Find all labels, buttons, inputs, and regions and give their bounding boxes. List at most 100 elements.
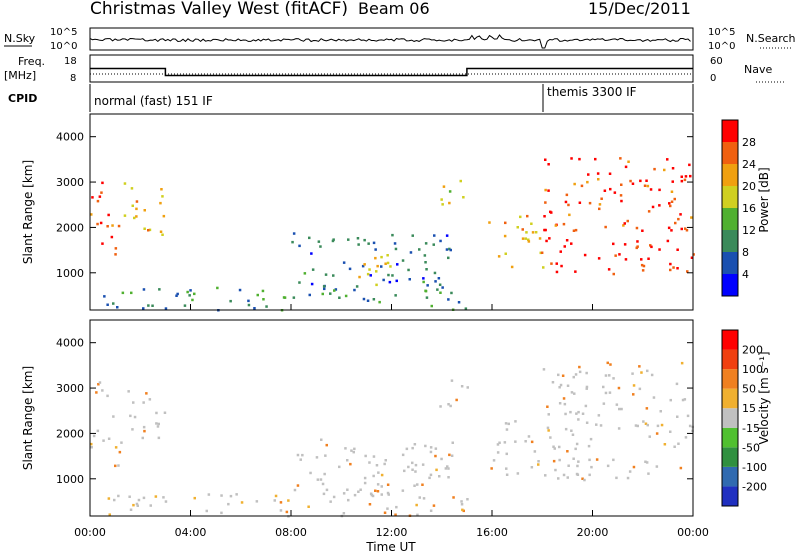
data-cell	[380, 473, 384, 477]
data-cell	[531, 231, 535, 234]
data-cell	[466, 498, 469, 501]
data-cell	[90, 446, 93, 449]
data-cell	[323, 287, 326, 291]
data-cell	[416, 513, 419, 517]
data-cell	[372, 455, 376, 458]
data-cell	[160, 188, 163, 191]
data-cell	[375, 270, 378, 273]
data-cell	[401, 453, 405, 457]
data-cell	[445, 234, 449, 237]
data-cell	[155, 411, 158, 415]
data-cell	[422, 280, 425, 284]
data-cell	[438, 283, 442, 286]
data-cell	[131, 428, 134, 431]
data-cell	[386, 254, 389, 257]
data-cell	[413, 443, 417, 446]
data-cell	[583, 253, 587, 257]
data-cell	[545, 239, 548, 243]
beam-label: Beam 06	[358, 0, 430, 18]
data-cell	[386, 507, 389, 510]
data-cell	[688, 424, 692, 428]
freq-unit-label: [MHz]	[4, 69, 36, 82]
data-cell	[363, 263, 366, 266]
data-cell	[671, 180, 674, 183]
data-cell	[424, 444, 427, 448]
data-cell	[291, 240, 294, 244]
data-cell	[133, 415, 137, 419]
data-cell	[375, 283, 378, 287]
data-cell	[558, 402, 562, 405]
data-cell	[639, 179, 642, 183]
data-cell	[364, 454, 367, 458]
data-cell	[112, 415, 115, 418]
data-cell	[604, 391, 608, 395]
velocity-ylabel: Slant Range [km]	[21, 366, 35, 470]
data-cell	[570, 429, 573, 432]
data-cell	[442, 185, 446, 188]
colorbar-segment	[722, 330, 738, 350]
data-cell	[649, 188, 653, 191]
data-cell	[350, 449, 353, 452]
data-cell	[623, 243, 627, 246]
data-cell	[496, 451, 500, 454]
data-cell	[298, 281, 301, 284]
colorbar-segment	[722, 274, 738, 296]
data-cell	[132, 503, 135, 507]
data-cell	[608, 374, 611, 377]
data-cell	[578, 365, 581, 369]
data-cell	[676, 415, 679, 418]
data-cell	[642, 264, 646, 268]
data-cell	[559, 250, 562, 253]
data-cell	[117, 464, 120, 467]
data-cell	[322, 492, 326, 496]
data-cell	[551, 381, 555, 384]
data-cell	[466, 386, 469, 389]
data-cell	[394, 513, 397, 516]
data-cell	[587, 173, 590, 176]
data-cell	[128, 495, 131, 498]
data-cell	[384, 262, 387, 265]
data-cell	[670, 200, 674, 203]
data-cell	[247, 303, 251, 307]
data-cell	[646, 184, 650, 188]
data-cell	[448, 247, 451, 251]
data-cell	[578, 201, 582, 204]
data-cell	[315, 456, 319, 459]
data-cell	[558, 386, 561, 389]
data-cell	[632, 465, 636, 469]
data-cell	[321, 482, 325, 486]
colorbar-tick-label: 8	[742, 246, 749, 259]
data-cell	[561, 374, 565, 377]
data-cell	[539, 251, 542, 255]
colorbar-frame	[721, 329, 739, 507]
cpid-mode-themis: themis 3300 IF	[547, 85, 637, 99]
data-cell	[567, 464, 570, 467]
data-cell	[353, 447, 356, 451]
velocity-panel: 1000 2000 3000 4000 Slant Range [km] 200 100…	[21, 319, 771, 518]
data-cell	[141, 436, 144, 440]
data-cell	[175, 294, 178, 297]
cpid-panel: CPID normal (fast) 151 IF themis 3300 IF	[8, 84, 694, 112]
data-cell	[638, 387, 642, 391]
data-cell	[573, 182, 576, 186]
data-cell	[649, 244, 652, 247]
data-cell	[298, 244, 301, 248]
data-cell	[578, 157, 581, 161]
data-cell	[634, 424, 638, 427]
data-cell	[376, 264, 379, 268]
velocity-y-axis: 1000 2000 3000 4000	[56, 337, 693, 486]
data-cell	[389, 265, 392, 268]
data-cell	[631, 372, 634, 375]
power-scatter	[90, 157, 695, 312]
data-cell	[546, 426, 550, 430]
data-cell	[207, 493, 211, 496]
data-cell	[629, 179, 632, 183]
data-cell	[103, 295, 106, 298]
x-tick-label: 00:00	[74, 526, 106, 539]
data-cell	[530, 222, 533, 225]
data-cell	[356, 237, 360, 240]
data-cell	[439, 405, 442, 408]
colorbar-tick-label: 12	[742, 224, 756, 237]
data-cell	[602, 402, 606, 405]
data-cell	[123, 182, 127, 185]
